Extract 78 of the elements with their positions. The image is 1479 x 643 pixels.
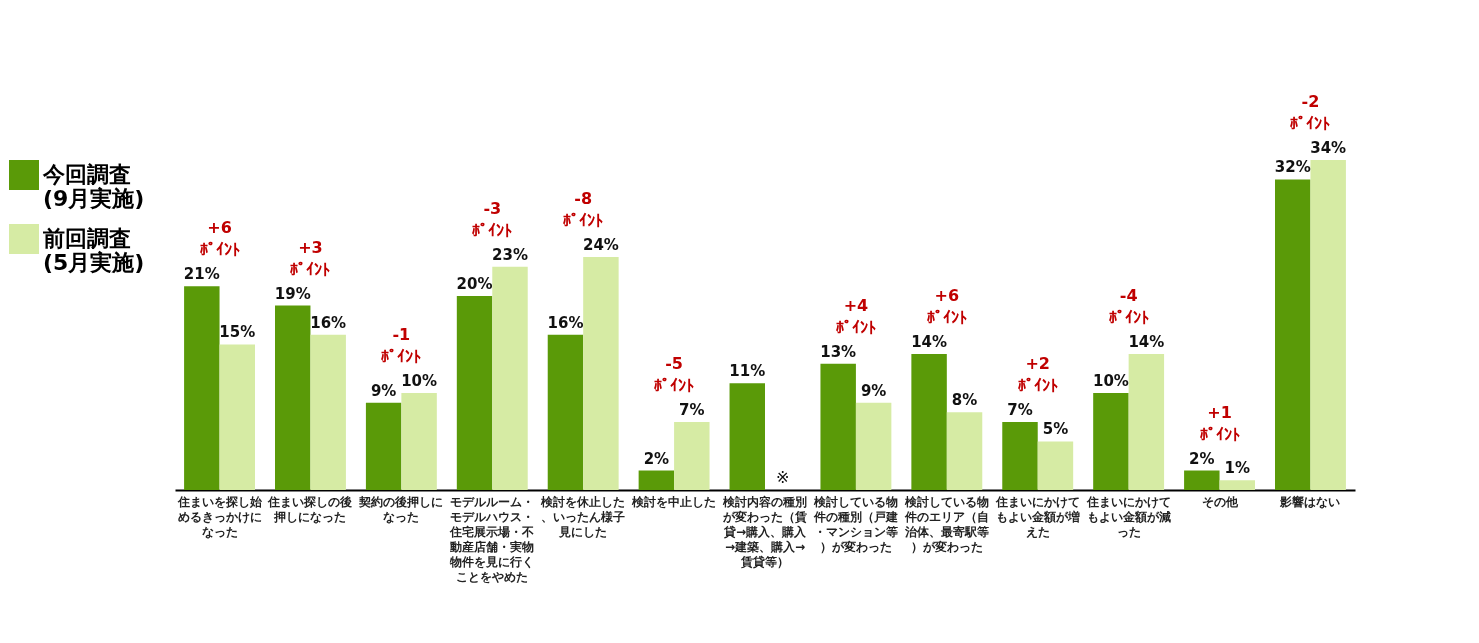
data-label: 16% [547,313,584,332]
bar [946,412,983,490]
data-label: 14% [1128,333,1165,352]
bar [638,470,675,490]
annotation: -2 ﾎﾟｲﾝﾄ [1290,92,1331,133]
data-label: 23% [492,245,528,264]
data-label: 10% [401,371,438,390]
legend-label: 前回調査 (5月実施) [42,226,145,275]
x-tick-label: 検討を中止した [631,494,717,509]
x-tick-label: 契約の後押しになった [358,494,444,524]
x-tick-label: モデルルーム・モデルハウス・住宅展示場・不動産店舗・実物物件を見に行くことをやめた [449,494,535,584]
bar [456,295,493,490]
data-label: 21% [183,265,220,284]
bar [855,402,892,490]
bar [583,257,619,490]
annotation: +2 ﾎﾟｲﾝﾄ [1017,354,1058,396]
data-label: 2% [1189,449,1215,468]
x-tick-label: 影響はない [1279,494,1341,509]
data-label: 5% [1042,420,1069,439]
bar [1128,354,1165,490]
data-label: 8% [951,391,978,410]
annotation: +1 ﾎﾟｲﾝﾄ [1199,402,1240,444]
bar [365,402,402,490]
data-label: 34% [1310,139,1347,157]
x-tick-label: 住まいにかけてもよい金額が増えた [994,494,1080,539]
annotation: ※ [776,468,790,487]
bar [1037,441,1074,490]
data-label: 1% [1224,459,1251,478]
x-tick-label: 検討している物件のエリア（自治体、最寄駅等）が変わった [903,494,989,554]
bar [1310,160,1346,490]
data-label: 14% [911,333,948,352]
data-label: 20% [456,274,493,293]
annotation: -4 ﾎﾟｲﾝﾄ [1108,286,1149,328]
bar [1275,179,1311,490]
x-tick-label: その他 [1201,494,1239,509]
bar [492,266,528,490]
data-label: 19% [274,284,311,303]
bar [184,286,220,490]
bar [729,383,765,490]
x-tick-label: 検討内容の種別が変わった（賃貸→購入、購入→建築、購入→賃貸等） [722,494,808,569]
data-label: 7% [1007,401,1033,420]
data-label: 9% [370,381,397,400]
annotation: +6 ﾎﾟｲﾝﾄ [199,218,240,260]
data-label: 13% [820,342,857,361]
annotation: -8 ﾎﾟｲﾝﾄ [563,189,604,231]
data-label: 10% [1092,371,1129,390]
bar [547,334,584,490]
data-label: 11% [729,362,766,381]
bar [1219,480,1255,490]
bar [911,354,947,490]
data-label: 9% [860,381,887,400]
data-label: 7% [679,401,705,420]
data-label: 16% [310,313,347,332]
annotation: +4 ﾎﾟｲﾝﾄ [835,295,876,337]
legend-label: 今回調査 (9月実施) [42,162,145,211]
annotation: -1 ﾎﾟｲﾝﾄ [381,324,422,366]
data-label: 2% [643,449,670,468]
x-tick-label: 住まいを探し始めるきっかけになった [176,494,263,539]
annotation: +6 ﾎﾟｲﾝﾄ [926,286,967,328]
bar [275,305,311,490]
bar [219,344,255,490]
annotation: -3 ﾎﾟｲﾝﾄ [472,198,513,240]
annotation: -5 ﾎﾟｲﾝﾄ [654,354,695,396]
bar [1002,422,1038,490]
data-label: 32% [1274,158,1311,177]
bar [674,422,710,490]
data-label: 24% [582,236,619,255]
bar [820,363,856,490]
bar [401,392,437,490]
annotation: +3 ﾎﾟｲﾝﾄ [290,237,331,279]
x-tick-label: 検討している物件の種別（戸建・マンション等）が変わった [812,494,898,554]
bar [1093,392,1129,490]
bar [310,334,346,490]
x-tick-label: 住まい探しの後押しになった [267,494,353,524]
x-tick-label: 検討を休止した、いったん様子見にした [540,494,626,539]
x-tick-label: 住まいにかけてもよい金額が減った [1085,494,1171,539]
bar [1184,470,1220,490]
data-label: 15% [219,323,256,342]
